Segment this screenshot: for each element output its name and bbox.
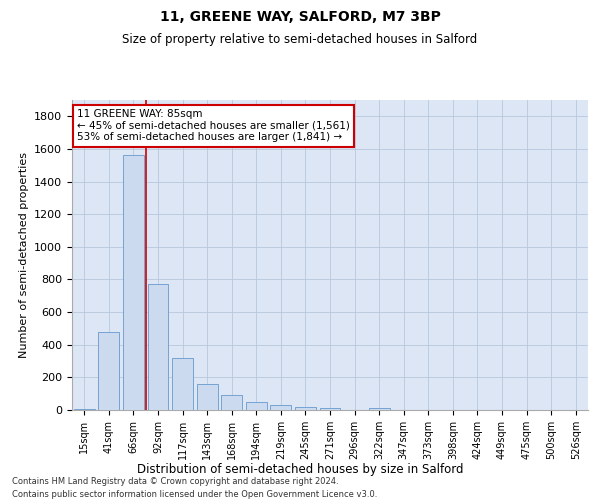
Text: Distribution of semi-detached houses by size in Salford: Distribution of semi-detached houses by … [137, 462, 463, 475]
Text: Contains public sector information licensed under the Open Government Licence v3: Contains public sector information licen… [12, 490, 377, 499]
Bar [320, 408, 340, 410]
Bar [123, 156, 144, 410]
Text: 11 GREENE WAY: 85sqm
← 45% of semi-detached houses are smaller (1,561)
53% of se: 11 GREENE WAY: 85sqm ← 45% of semi-detac… [77, 110, 350, 142]
Bar [172, 358, 193, 410]
Text: Size of property relative to semi-detached houses in Salford: Size of property relative to semi-detach… [122, 32, 478, 46]
Bar [74, 409, 95, 410]
Bar [197, 384, 218, 410]
Bar [148, 284, 169, 410]
Bar [98, 332, 119, 410]
Bar [295, 406, 316, 410]
Text: 11, GREENE WAY, SALFORD, M7 3BP: 11, GREENE WAY, SALFORD, M7 3BP [160, 10, 440, 24]
Bar [246, 402, 267, 410]
Bar [368, 408, 389, 410]
Bar [221, 396, 242, 410]
Text: Contains HM Land Registry data © Crown copyright and database right 2024.: Contains HM Land Registry data © Crown c… [12, 478, 338, 486]
Y-axis label: Number of semi-detached properties: Number of semi-detached properties [19, 152, 29, 358]
Bar [271, 405, 292, 410]
